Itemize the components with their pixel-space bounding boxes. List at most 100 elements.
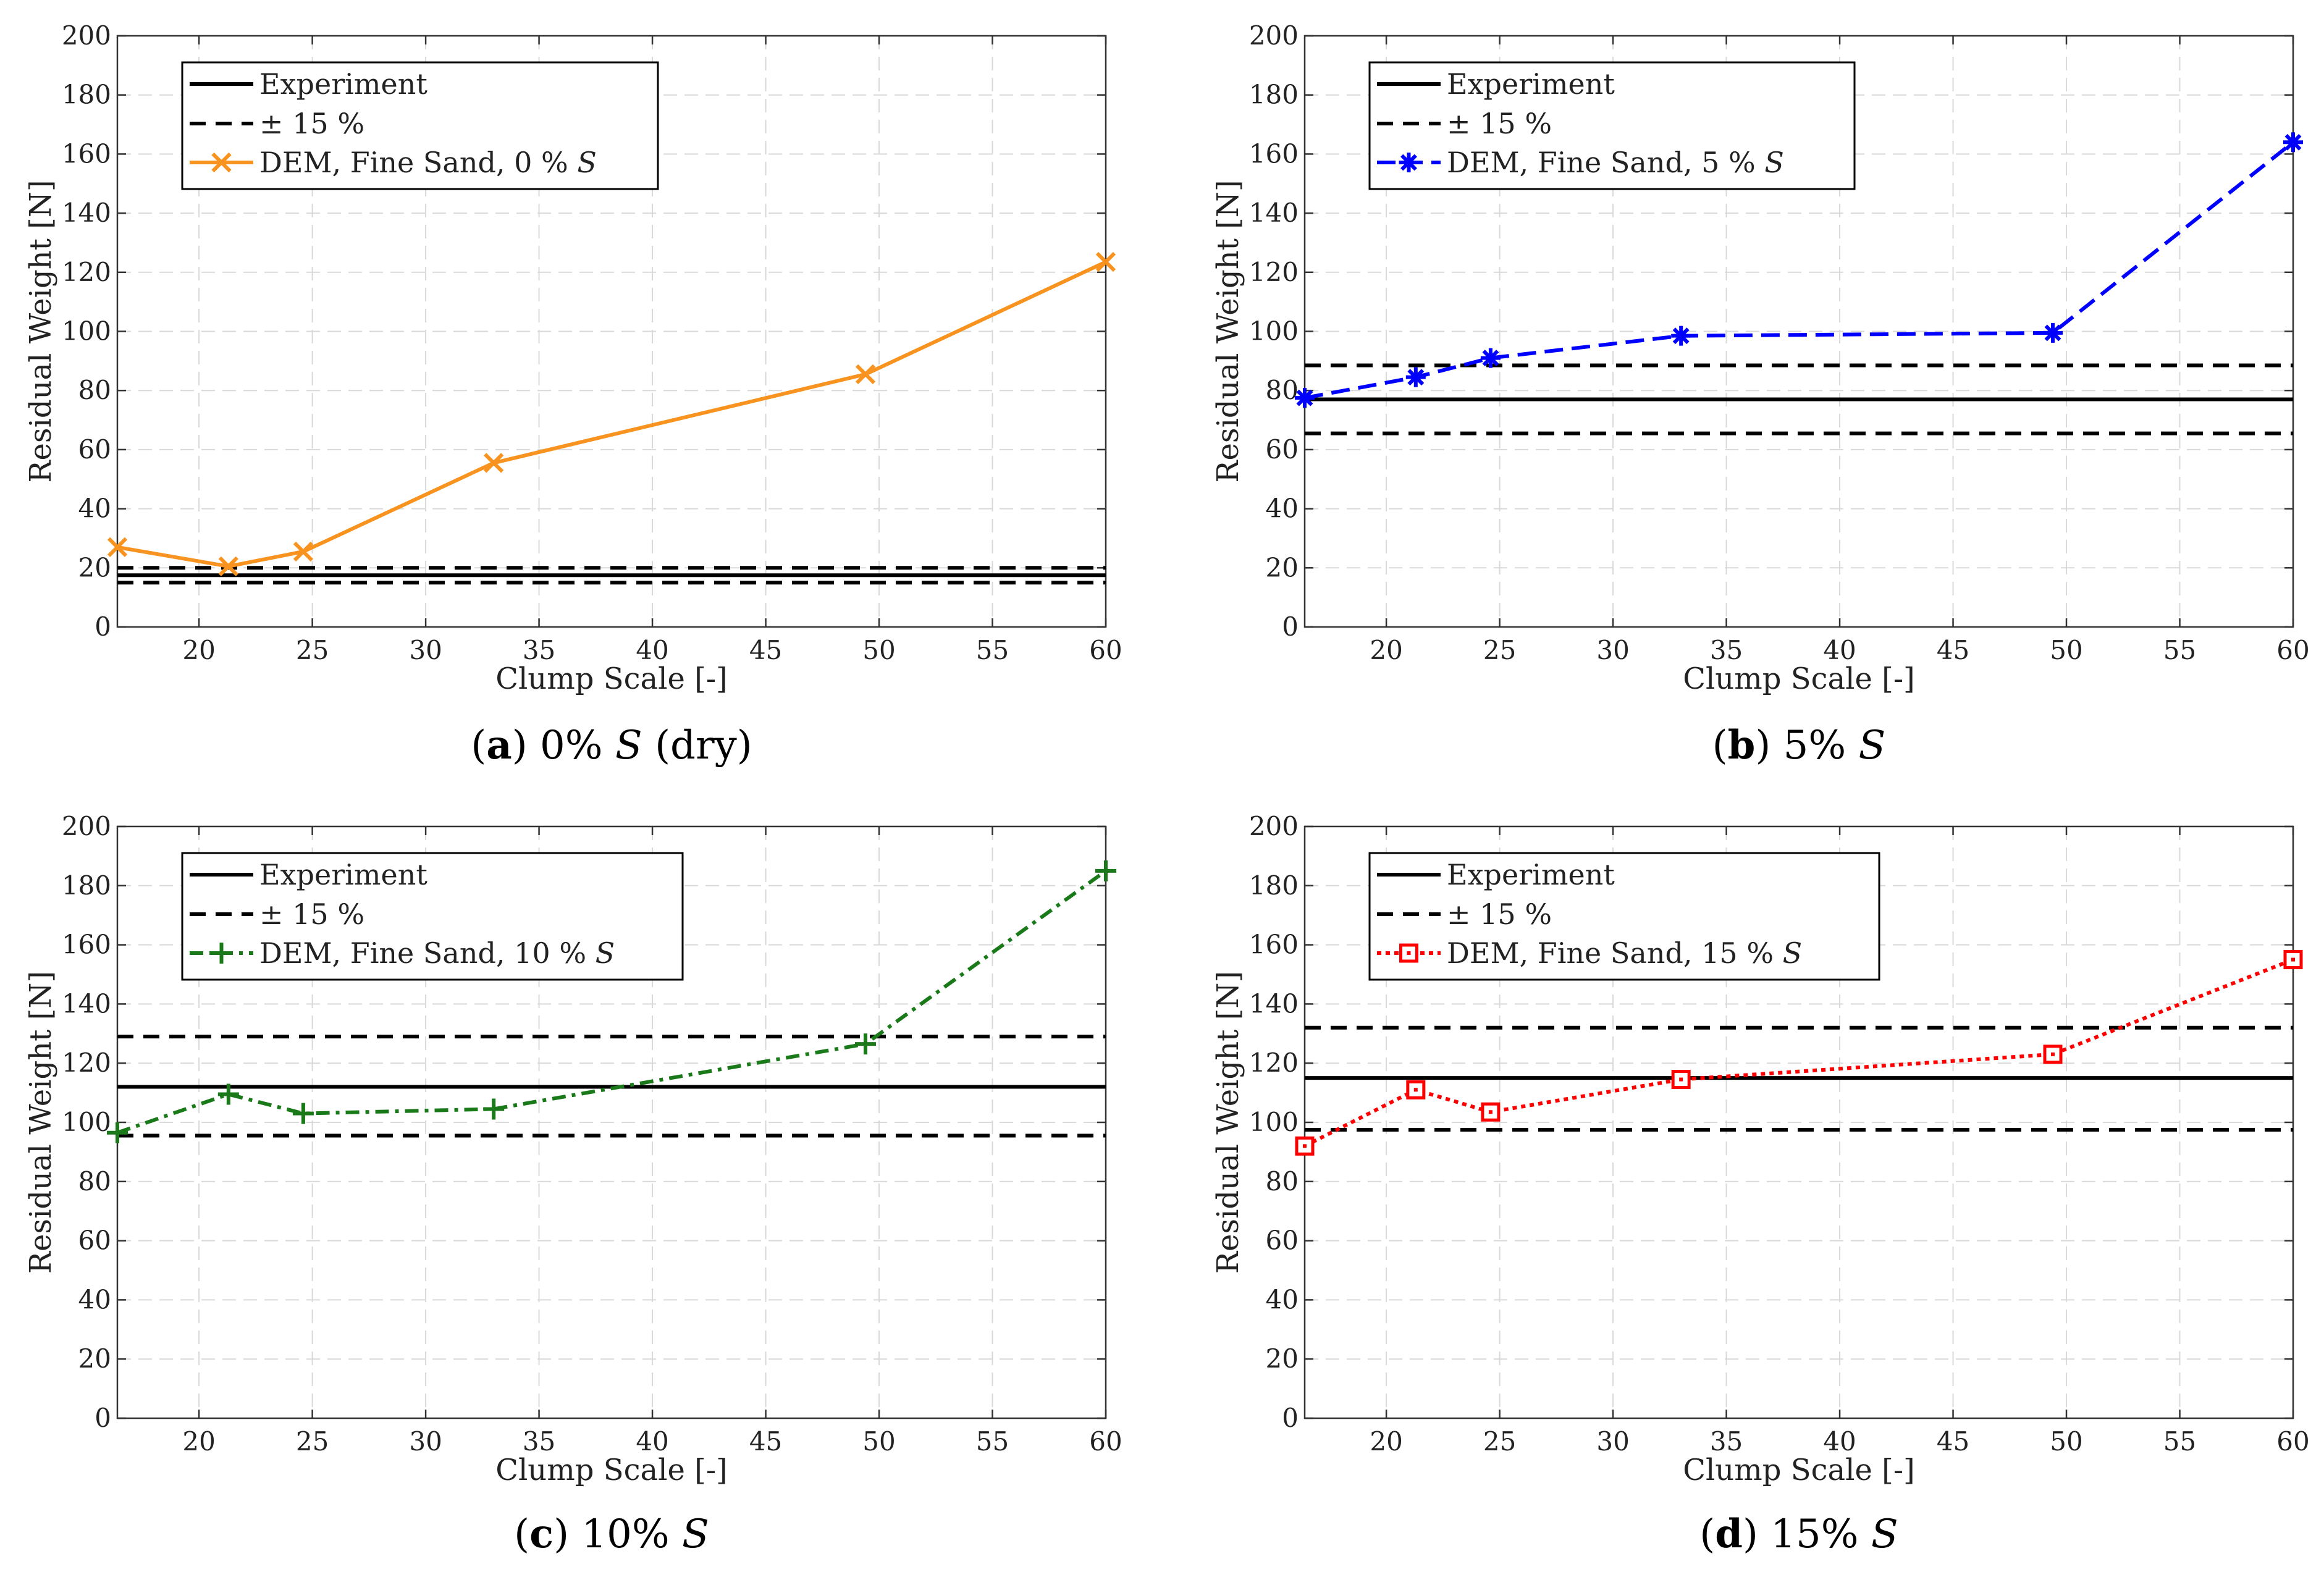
- caption-letter: a: [486, 722, 512, 768]
- data-point-0: [1295, 388, 1315, 408]
- y-tick-label: 60: [1266, 434, 1299, 465]
- legend-label-band: ± 15 %: [1447, 898, 1552, 931]
- x-tick-label: 25: [1483, 1426, 1516, 1457]
- panel-caption-c: (c) 10% S: [514, 1511, 709, 1557]
- x-tick-label: 60: [1089, 1426, 1122, 1457]
- y-tick-label: 120: [1249, 1048, 1299, 1078]
- x-tick-label: 35: [1710, 1426, 1743, 1457]
- legend-label-band: ± 15 %: [259, 107, 364, 140]
- y-tick-label: 100: [1249, 1107, 1299, 1137]
- y-tick-label: 40: [1266, 494, 1299, 524]
- series-line: [1304, 140, 2294, 400]
- x-tick-label: 55: [2163, 635, 2196, 665]
- x-tick-label: 55: [2163, 1426, 2196, 1457]
- y-tick-label: 0: [95, 1403, 111, 1433]
- data-point-2: [292, 1103, 314, 1124]
- x-tick-label: 20: [182, 1426, 215, 1457]
- data-point-5: [2283, 950, 2303, 970]
- y-tick-label: 40: [78, 1284, 111, 1314]
- x-tick-label: 50: [862, 1426, 895, 1457]
- data-point-1: [1405, 367, 1426, 387]
- y-tick-label: 180: [62, 80, 111, 110]
- legend: Experiment ± 15 % DEM, Fine Sand, 10 % S: [181, 852, 684, 981]
- legend-label-band: ± 15 %: [1447, 107, 1552, 140]
- x-tick-label: 40: [636, 635, 668, 665]
- y-tick-label: 20: [1266, 1343, 1299, 1374]
- y-tick-label: 20: [78, 1343, 111, 1374]
- legend-box: [1368, 61, 1856, 190]
- y-axis-label: Residual Weight [N]: [1211, 971, 1245, 1274]
- x-axis-label: Clump Scale [-]: [1683, 662, 1915, 696]
- legend: Experiment ± 15 % DEM, Fine Sand, 15 % S: [1368, 852, 1880, 981]
- x-tick-label: 25: [296, 635, 329, 665]
- data-point-2: [293, 541, 314, 562]
- x-tick-label: 50: [2050, 1426, 2082, 1457]
- x-tick-label: 45: [749, 635, 782, 665]
- x-tick-label: 30: [1596, 1426, 1629, 1457]
- series-0: [107, 251, 1116, 577]
- data-point-4: [855, 364, 876, 385]
- data-point-center: [1407, 951, 1411, 955]
- y-tick-label: 100: [62, 316, 111, 347]
- x-tick-label: 30: [1596, 635, 1629, 665]
- data-point-1: [1406, 1080, 1426, 1099]
- x-tick-label: 40: [1823, 635, 1856, 665]
- x-tick-label: 55: [976, 635, 1009, 665]
- y-tick-label: 0: [95, 612, 111, 642]
- legend-label-dem: DEM, Fine Sand, 5 % S: [1447, 146, 1784, 179]
- x-tick-label: 55: [976, 1426, 1009, 1457]
- y-tick-label: 80: [78, 1166, 111, 1196]
- y-tick-label: 100: [1249, 316, 1299, 347]
- data-point-legend: [211, 943, 232, 964]
- y-tick-label: 80: [1266, 1166, 1299, 1196]
- data-point-center: [2291, 957, 2295, 962]
- x-axis-label: Clump Scale [-]: [1683, 1453, 1915, 1487]
- panel-b: 20 25 30 35 40 45 50 55 60 0 20 40 60 80 100 120 140 160 1…: [1211, 20, 2310, 696]
- y-tick-label: 120: [1249, 257, 1299, 287]
- data-point-3: [484, 453, 504, 473]
- legend-label-experiment: Experiment: [1447, 67, 1615, 101]
- data-point-4: [2043, 322, 2063, 343]
- y-tick-label: 120: [62, 1048, 111, 1078]
- series-line: [117, 260, 1107, 568]
- y-tick-label: 180: [62, 870, 111, 901]
- x-tick-label: 25: [296, 1426, 329, 1457]
- x-tick-label: 35: [1710, 635, 1743, 665]
- panel-caption-d: (d) 15% S: [1699, 1511, 1898, 1557]
- series-line: [117, 869, 1107, 1135]
- y-tick-label: 20: [1266, 552, 1299, 582]
- x-tick-label: 40: [1823, 1426, 1856, 1457]
- panel-a: 20 25 30 35 40 45 50 55 60 0 20 40 60 80 100 120 140 160 1…: [23, 20, 1122, 696]
- x-axis-label: Clump Scale [-]: [495, 662, 728, 696]
- x-tick-label: 45: [1937, 635, 1969, 665]
- legend-label-dem: DEM, Fine Sand, 15 % S: [1447, 936, 1802, 970]
- data-point-0: [1295, 1136, 1315, 1156]
- y-tick-label: 80: [78, 375, 111, 405]
- caption-letter: b: [1728, 722, 1756, 768]
- x-tick-label: 30: [409, 1426, 442, 1457]
- data-point-0: [107, 1122, 128, 1143]
- caption-text: 15% S: [1770, 1511, 1898, 1557]
- data-point-legend: [211, 152, 232, 173]
- data-point-4: [855, 1033, 877, 1055]
- y-tick-label: 200: [62, 811, 111, 841]
- data-point-1: [217, 1083, 239, 1105]
- data-point-legend: [1399, 153, 1419, 172]
- x-tick-label: 20: [1370, 635, 1402, 665]
- data-point-square: [1671, 1070, 1691, 1090]
- panel-caption-a: (a) 0% S (dry): [471, 722, 752, 768]
- data-point-1: [218, 556, 238, 577]
- y-tick-label: 20: [78, 552, 111, 582]
- y-tick-label: 180: [1249, 80, 1299, 110]
- x-tick-label: 60: [2276, 635, 2309, 665]
- x-tick-label: 35: [523, 635, 555, 665]
- y-tick-label: 200: [1249, 811, 1299, 841]
- x-tick-label: 60: [1089, 635, 1122, 665]
- data-point-2: [1480, 348, 1501, 368]
- data-point-center: [1488, 1110, 1492, 1114]
- x-tick-label: 20: [182, 635, 215, 665]
- y-tick-label: 160: [62, 138, 111, 169]
- series-0: [1295, 132, 2303, 408]
- legend: Experiment ± 15 % DEM, Fine Sand, 0 % S: [181, 61, 659, 190]
- y-tick-label: 60: [78, 434, 111, 465]
